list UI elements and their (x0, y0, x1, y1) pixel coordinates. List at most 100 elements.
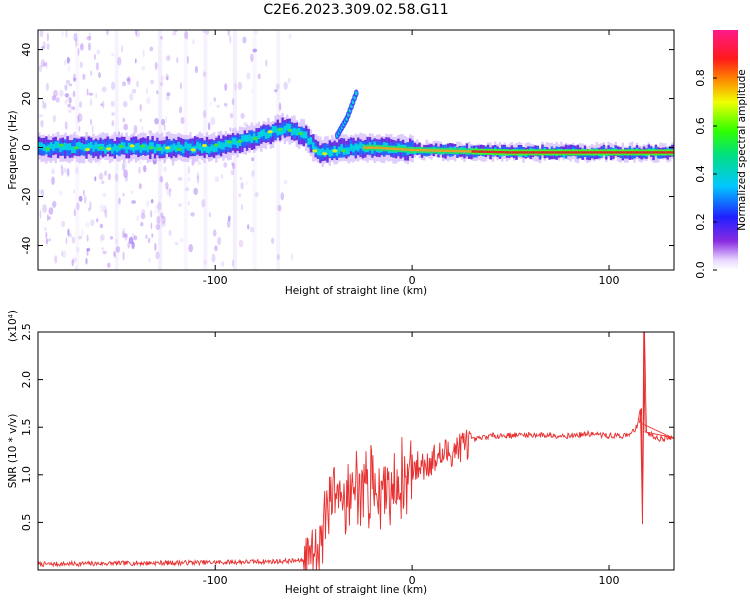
ridge-peak (504, 151, 508, 154)
noise-speck (121, 227, 126, 233)
ridge-peak (622, 151, 626, 154)
noise-speck (77, 113, 83, 122)
y-tick-label: 0.5 (20, 514, 33, 532)
noise-speck (194, 66, 198, 74)
noise-speck (52, 114, 57, 123)
ridge-peak (629, 151, 633, 154)
y-tick-label: 2.5 (20, 323, 33, 341)
noise-speck (172, 32, 177, 36)
noise-speck (126, 77, 131, 82)
ridge-peak (403, 148, 406, 151)
noise-speck (121, 45, 123, 53)
ridge-segment (66, 143, 69, 151)
noise-speck (96, 49, 101, 55)
noise-speck (176, 57, 179, 64)
ridge-peak (653, 151, 656, 154)
noise-speck (51, 95, 57, 101)
noise-speck (155, 224, 161, 230)
noise-speck (84, 195, 87, 204)
ridge-segment (56, 141, 60, 149)
noise-speck (207, 122, 211, 131)
ridge-peak (448, 149, 451, 153)
noise-speck (115, 238, 118, 245)
noise-speck (64, 93, 70, 98)
noise-speck (283, 81, 288, 90)
x-tick-label: 100 (599, 274, 620, 287)
noise-speck (287, 77, 291, 84)
noise-speck (210, 117, 216, 126)
noise-speck (202, 71, 207, 78)
noise-speck (196, 172, 200, 180)
ridge-segment (49, 143, 53, 156)
ridge-segment (97, 143, 100, 151)
ridge-segment (108, 144, 112, 151)
ridge-segment (40, 142, 43, 150)
ridge-segment (305, 131, 308, 139)
noise-speck (68, 83, 73, 87)
ridge-segment (359, 143, 362, 156)
noise-speck (150, 210, 153, 218)
ridge-peak (379, 146, 382, 150)
ridge-segment (184, 141, 187, 149)
noise-speck (90, 70, 93, 76)
noise-speck (246, 72, 251, 80)
ridge-peak (575, 151, 578, 154)
ridge-peak (663, 151, 666, 154)
noise-speck (72, 105, 76, 111)
noise-speck (131, 200, 137, 204)
noise-speck (59, 89, 64, 97)
noise-speck (168, 229, 172, 236)
ridge-segment (205, 146, 209, 153)
ridge-peak (391, 147, 394, 150)
ridge-segment (42, 144, 46, 151)
noise-speck (78, 195, 83, 202)
noise-speck (88, 42, 91, 51)
noise-speck (79, 61, 83, 69)
noise-streak (276, 30, 281, 270)
noise-speck (123, 232, 128, 238)
ridge-segment (274, 125, 277, 133)
ridge-peak (587, 151, 590, 154)
x-tick-label: 0 (409, 574, 416, 587)
ridge-segment (92, 144, 95, 152)
noise-speck (231, 98, 235, 106)
snr-ticks: -100 0 100 0.5 1.0 1.5 2.0 2.5 (20, 323, 674, 587)
noise-speck (208, 212, 212, 218)
noise-speck (187, 55, 189, 64)
noise-speck (51, 176, 55, 185)
noise-speck (77, 47, 80, 56)
noise-speck (238, 239, 244, 248)
ridge-segment (352, 145, 355, 153)
ridge-blob (227, 140, 233, 144)
noise-speck (180, 117, 185, 124)
ridge-peak (566, 151, 569, 154)
ridge-segment (267, 131, 270, 139)
noise-speck (78, 126, 81, 132)
noise-speck (192, 38, 195, 45)
ridge-peak (419, 149, 422, 152)
ridge-peak (544, 151, 548, 154)
noise-speck (203, 259, 207, 266)
noise-speck (74, 166, 79, 175)
ridge-peak (651, 151, 654, 154)
ridge-peak (592, 151, 595, 154)
noise-speck (45, 82, 49, 91)
noise-speck (249, 226, 255, 233)
noise-speck (96, 218, 99, 223)
ridge-segment (90, 143, 93, 156)
ridge-peak (362, 146, 366, 149)
noise-speck (46, 32, 50, 42)
ridge-blob (148, 146, 154, 150)
noise-speck (86, 36, 92, 41)
ridge-peak (372, 146, 375, 149)
chart-title: C2E6.2023.309.02.58.G11 (263, 2, 448, 18)
noise-speck (107, 262, 111, 268)
noise-speck (99, 223, 104, 229)
ridge-blob (98, 146, 104, 150)
noise-speck (68, 58, 72, 62)
noise-speck (179, 237, 184, 243)
ridge-segment (90, 141, 93, 149)
noise-speck (48, 216, 51, 220)
noise-speck (68, 109, 72, 113)
noise-speck (71, 259, 74, 267)
